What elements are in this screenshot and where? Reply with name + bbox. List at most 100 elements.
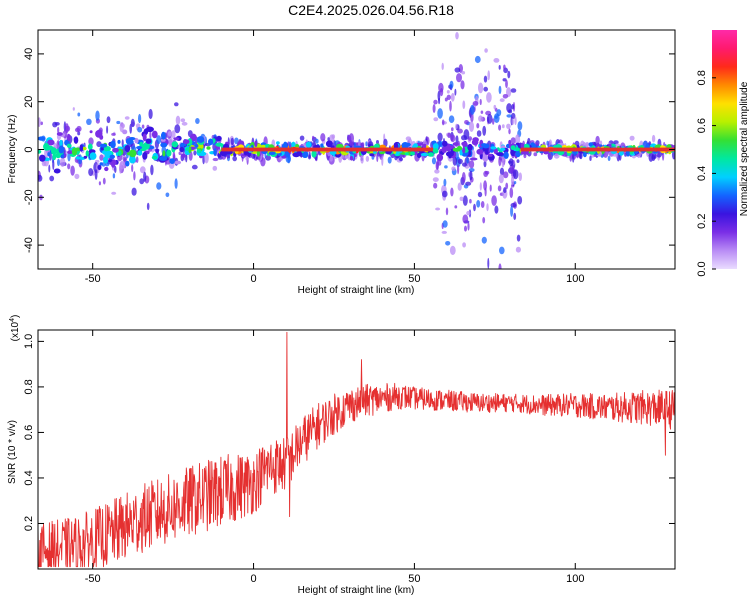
spectrogram-ridge [520, 147, 675, 152]
spectrogram-core-blob [404, 152, 409, 156]
spectrogram-scatter-blob [124, 116, 130, 120]
spectrogram-scatter-blob [454, 67, 461, 73]
spectrogram-core-blob [588, 142, 594, 147]
spectrogram-scatter-blob [469, 198, 472, 204]
spectrogram-core-blob [320, 143, 324, 148]
spectrogram-core-blob [142, 152, 148, 160]
spectrogram-core-blob [87, 143, 93, 151]
spectrogram-core-blob [515, 146, 520, 152]
spectrogram-core-blob [51, 147, 57, 155]
spectrogram-scatter-blob [469, 160, 475, 169]
spectrogram-scatter-blob [130, 118, 135, 128]
spectrogram-scatter-blob [470, 104, 475, 115]
spectrogram-panel: -50 0 50 100 -40 -20 0 20 40 Height of straight… [7, 29, 676, 296]
spectrogram-core-blob [187, 138, 193, 147]
spectrogram-scatter-blob [135, 156, 139, 163]
spectrogram-scatter-blob [146, 202, 150, 211]
spectrogram-scatter-blob [38, 117, 41, 128]
spectrogram-scatter-blob [467, 136, 473, 141]
spectrogram-scatter-blob [185, 153, 188, 163]
spectrogram-scatter-blob [102, 177, 106, 185]
spectrogram-scatter-blob [607, 155, 611, 161]
spectrogram-ridge [221, 147, 434, 152]
spectrogram-scatter-blob [439, 88, 444, 97]
spectrogram-core-blob [496, 152, 504, 157]
spectrogram-core-blob [117, 139, 121, 144]
spectrogram-scatter-blob [503, 64, 506, 70]
spectrogram-scatter-blob [444, 165, 448, 169]
spectrogram-scatter-blob [469, 170, 473, 181]
spectrogram-scatter-blob [491, 195, 497, 207]
spectrogram-core-blob [67, 150, 74, 155]
spectrogram-scatter-blob [486, 113, 493, 124]
spectrogram-scatter-blob [466, 157, 469, 164]
spectrogram-scatter-blob [515, 246, 522, 253]
spectrogram-scatter-blob [499, 167, 505, 176]
spectrogram-core-blob [194, 144, 199, 148]
spectrogram-core-blob [142, 133, 147, 142]
spectrogram-scatter-blob [143, 171, 147, 182]
spectrogram-scatter-blob [148, 108, 153, 120]
spectrogram-scatter-blob [484, 48, 488, 53]
spectrogram-scatter-blob [487, 70, 491, 81]
spectrogram-scatter-blob [483, 180, 487, 191]
spectrogram-scatter-blob [480, 201, 485, 208]
spectrogram-core-blob [173, 137, 180, 141]
spectrogram-core-blob [349, 155, 354, 161]
spectrogram-scatter-blob [624, 153, 627, 157]
spectrogram-core-blob [485, 150, 489, 155]
spectrogram-core-blob [110, 140, 116, 149]
spectrogram-scatter-blob [512, 169, 519, 180]
spectrogram-scatter-blob [493, 58, 500, 63]
spectrogram-core-blob [533, 144, 537, 148]
spectrogram-core-blob [208, 138, 214, 146]
spectrogram-core-blob [103, 146, 111, 152]
spectrogram-core-blob [145, 126, 154, 133]
spectrogram-core-blob [126, 138, 131, 144]
spectrogram-scatter-blob [481, 236, 487, 244]
spectrogram-scatter-blob [442, 190, 448, 198]
spectrogram-scatter-blob [515, 134, 521, 146]
spectrogram-core-blob [155, 148, 159, 154]
spectrogram-scatter-blob [464, 225, 467, 232]
spectrogram-core-blob [39, 154, 46, 162]
spectrogram-core-blob [190, 133, 197, 142]
spectrogram-core-blob [427, 152, 435, 157]
spectrogram-core-blob [111, 160, 116, 168]
spectrogram-scatter-blob [139, 166, 146, 174]
spectrogram-core-blob [104, 166, 109, 172]
spectrogram-core-blob [196, 136, 205, 143]
spectrogram-core-blob [109, 154, 116, 159]
spectrogram-core-blob [90, 154, 95, 160]
spectrogram-scatter-blob [474, 55, 481, 64]
spectrogram-scatter-blob [74, 173, 80, 180]
spectrogram-scatter-blob [510, 88, 517, 93]
spectrogram-scatter-blob [437, 108, 443, 119]
spectrogram-scatter-blob [498, 65, 501, 70]
spectrogram-core-blob [81, 146, 87, 151]
spectrogram-core-blob [197, 149, 202, 154]
spectrogram-core-blob [416, 152, 422, 158]
spectrogram-core-blob [302, 151, 309, 158]
spectrogram-core-blob [38, 149, 42, 154]
colorbar-tick-label: 0.0 [696, 261, 708, 276]
spectrogram-core-blob [503, 151, 509, 159]
spectrogram-scatter-blob [448, 115, 455, 123]
figure-title: C2E4.2025.026.04.56.R18 [288, 2, 454, 18]
spectrogram-core-blob [482, 143, 490, 149]
spectrogram-scatter-blob [381, 155, 384, 166]
colorbar-ticks: 0.0 0.2 0.4 0.6 0.8 [696, 70, 716, 277]
spectrogram-core-blob [499, 147, 506, 151]
spectrogram-scatter-blob [510, 175, 515, 186]
x-tick-label: 0 [250, 273, 256, 285]
spectrogram-scatter-blob [462, 195, 468, 206]
spectrogram-scatter-blob [441, 230, 447, 234]
spectrogram-core-blob [95, 130, 103, 138]
spectrogram-core-blob [520, 143, 525, 149]
spectrogram-core-blob [462, 146, 466, 154]
spectrogram-core-blob [182, 139, 190, 145]
spectrogram-scatter-blob [88, 168, 94, 177]
spectrogram-scatter-blob [461, 71, 466, 75]
spectrogram-scatter-blob [457, 128, 463, 134]
spectrogram-core-blob [55, 152, 61, 159]
